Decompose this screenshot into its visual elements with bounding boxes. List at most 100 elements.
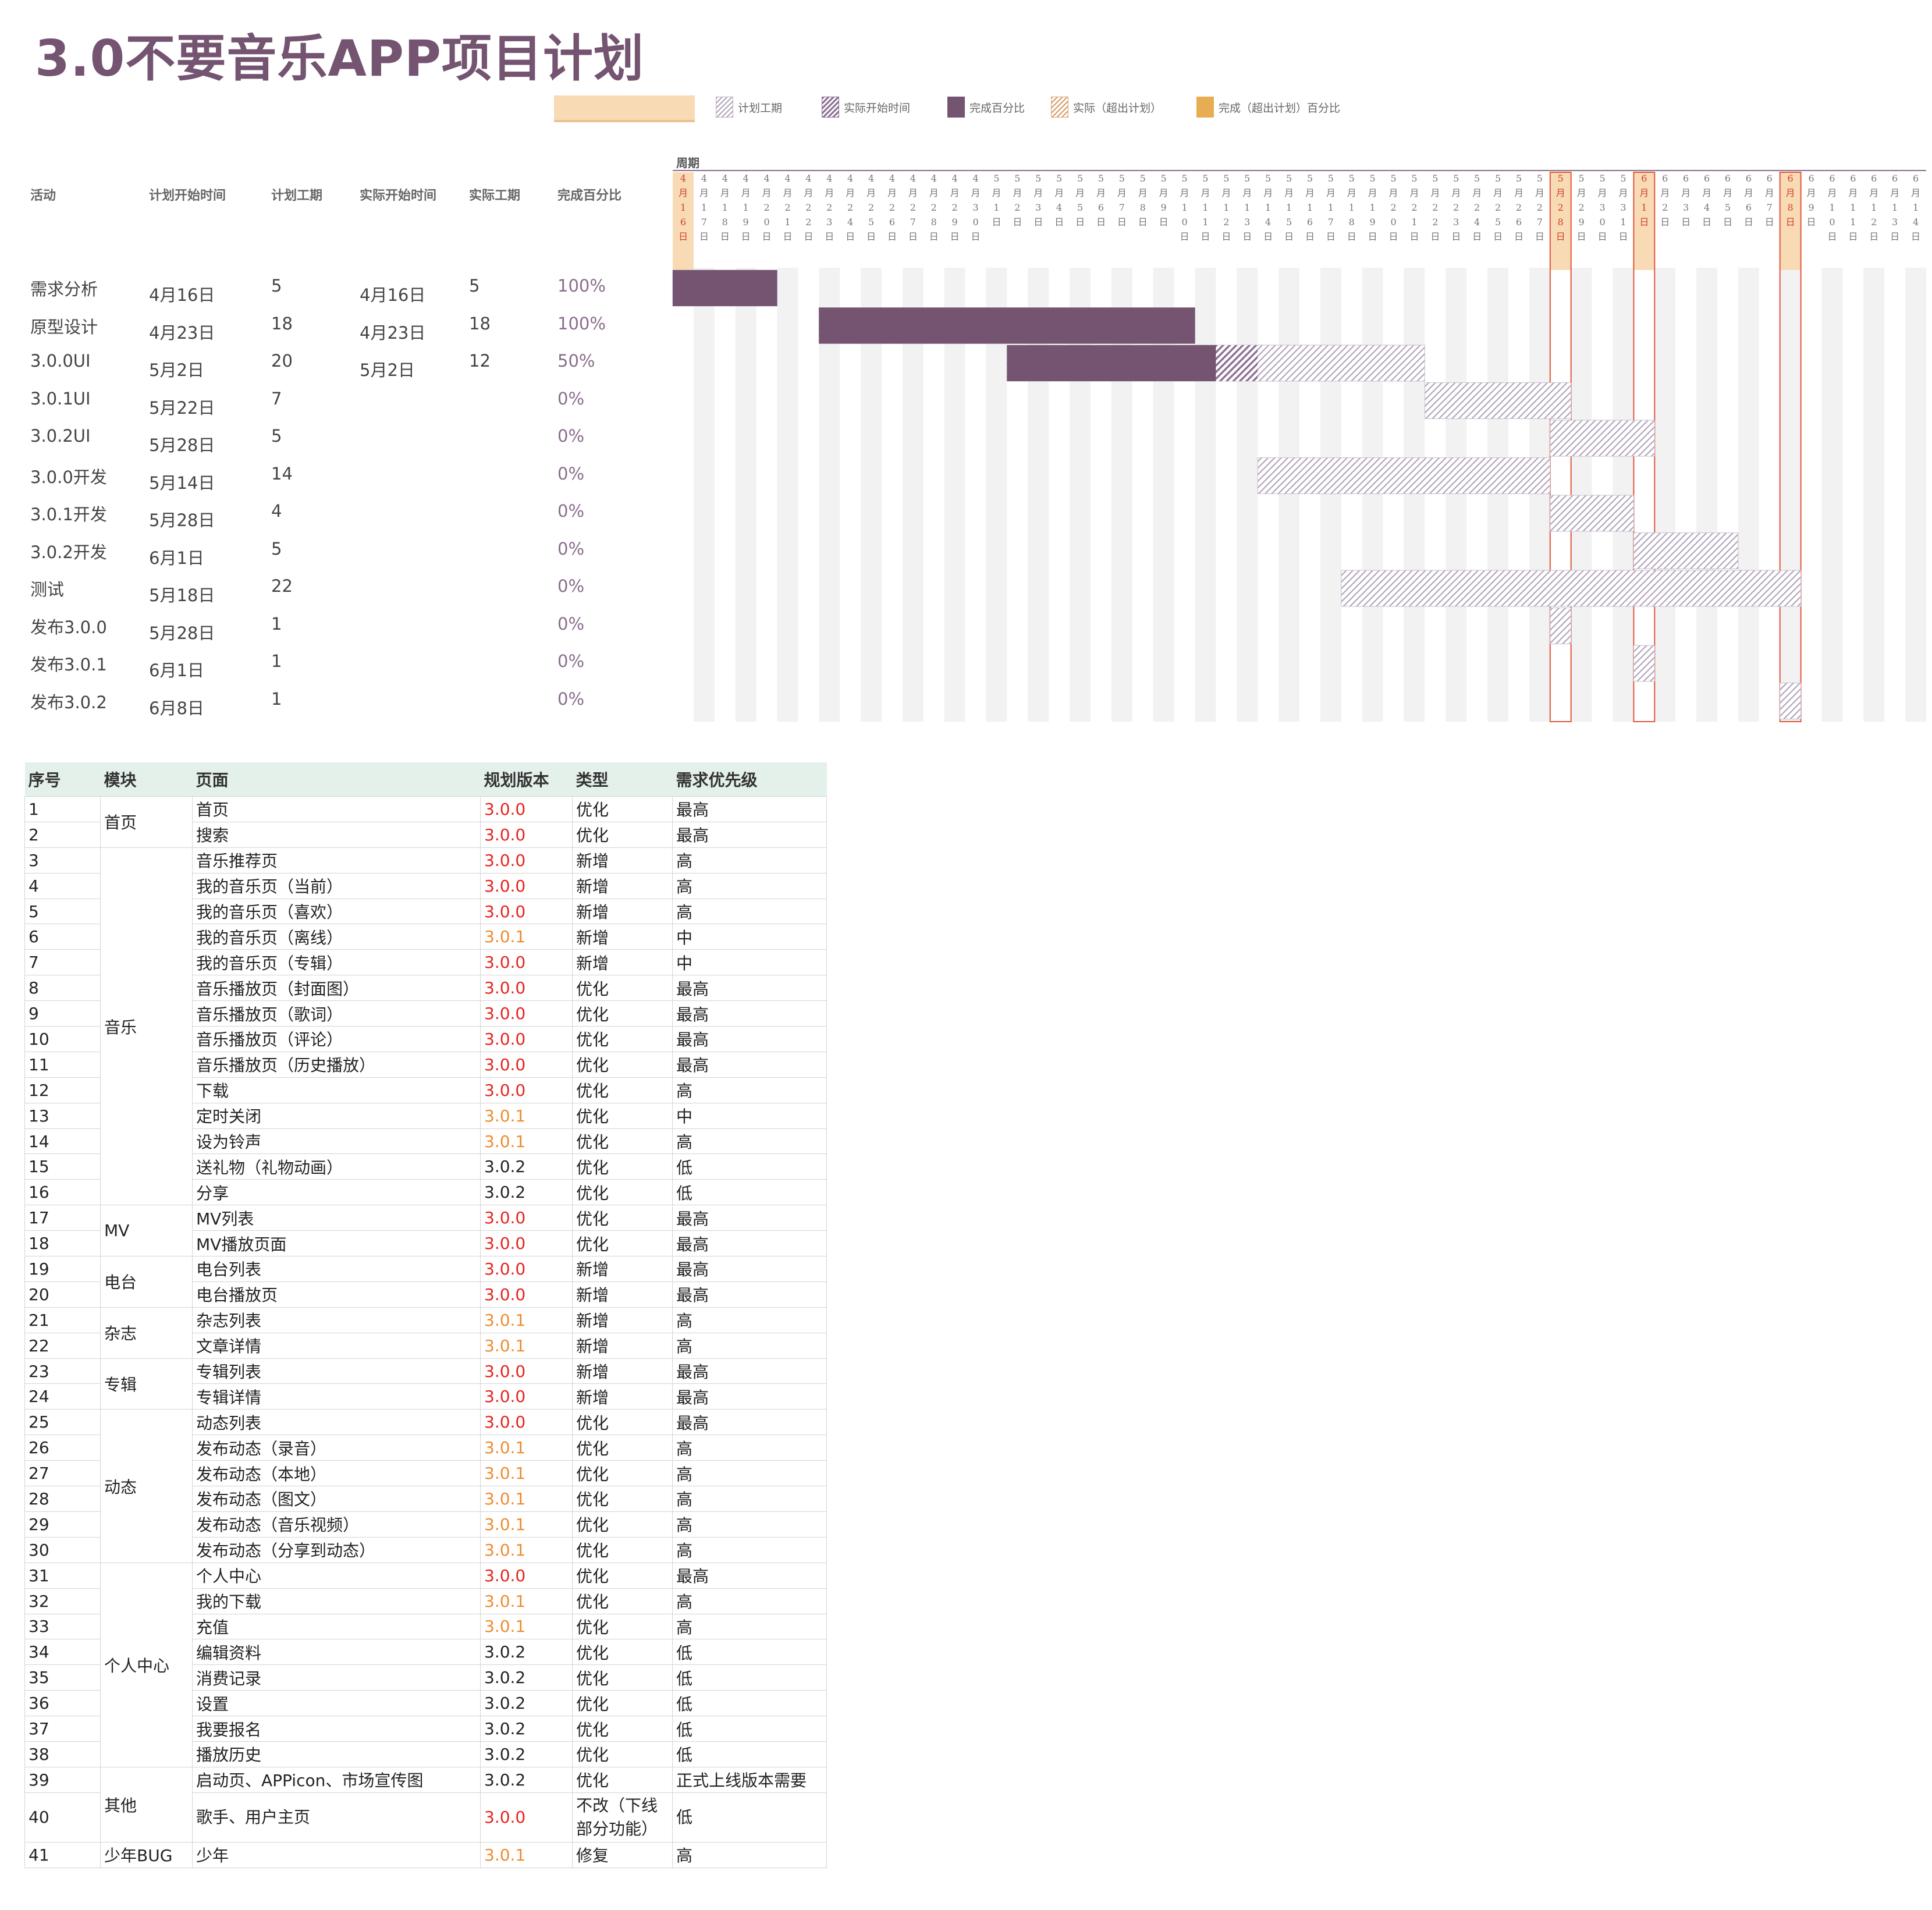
activity-cell-percent: 0% <box>557 613 585 634</box>
table-row: 10 音乐播放页（评论） 3.0.0 优化 最高 <box>24 1026 827 1052</box>
gantt-day-stripe <box>1905 268 1926 722</box>
activity-row: 3.0.2UI 5月28日 5 0% <box>0 421 669 459</box>
req-cell-priority: 最高 <box>672 1563 827 1589</box>
legend-item-actual: 实际开始时间 <box>822 97 910 118</box>
activity-cell-actual-duration: 12 <box>469 351 491 371</box>
table-row: 14 设为铃声 3.0.1 优化高 <box>24 1128 827 1155</box>
activity-cell-name: 3.0.0UI <box>30 351 91 371</box>
header-actual-start: 实际开始时间 <box>360 189 437 203</box>
req-cell-priority: 中 <box>672 949 827 976</box>
req-cell-type: 优化 <box>572 1435 673 1461</box>
req-cell-version: 3.0.1 <box>480 1103 573 1129</box>
req-cell-no: 18 <box>24 1230 101 1257</box>
req-cell-version: 3.0.0 <box>480 1383 573 1410</box>
activity-cell-plan-start: 5月28日 <box>149 510 215 530</box>
table-row: 24 专辑详情 3.0.0 新增 最高 <box>24 1383 827 1410</box>
req-cell-priority: 最高 <box>672 1230 827 1257</box>
req-cell-type: 优化 <box>572 975 673 1002</box>
activity-cell-plan-start: 5月22日 <box>149 397 215 418</box>
req-cell-type: 新增 <box>572 1383 673 1410</box>
gantt-day-stripe <box>1362 268 1383 722</box>
legend-label-actual: 实际开始时间 <box>844 101 911 115</box>
req-cell-no: 19 <box>24 1256 101 1282</box>
table-row: 15 送礼物（礼物动画） 3.0.2 优化低 <box>24 1153 827 1180</box>
table-row: 12 下载 3.0.0 优化高 <box>24 1077 827 1103</box>
req-cell-version: 3.0.1 <box>480 1842 573 1868</box>
req-cell-type: 优化 <box>572 1230 673 1257</box>
req-cell-version: 3.0.1 <box>480 1307 573 1333</box>
req-cell-page: MV列表 <box>192 1205 481 1231</box>
req-cell-page: 专辑列表 <box>192 1358 481 1384</box>
req-cell-priority: 最高 <box>672 1026 827 1052</box>
req-cell-no: 22 <box>24 1333 101 1359</box>
table-row: 41 少年BUG 少年 3.0.1 修复高 <box>24 1842 827 1868</box>
req-cell-no: 25 <box>24 1409 101 1436</box>
req-cell-no: 32 <box>24 1588 101 1614</box>
req-cell-module: 音乐 <box>100 847 193 1206</box>
activity-row: 需求分析 4月16日 5 4月16日 5 100% <box>0 271 669 308</box>
req-header-2: 页面 <box>192 762 481 797</box>
req-cell-type: 优化 <box>572 1103 673 1129</box>
req-cell-priority: 高 <box>672 1588 827 1614</box>
req-cell-version: 3.0.0 <box>480 1205 573 1231</box>
req-cell-no: 2 <box>24 822 101 848</box>
req-cell-no: 39 <box>24 1767 101 1793</box>
req-cell-priority: 低 <box>672 1690 827 1717</box>
table-row: 27 发布动态（本地） 3.0.1 优化高 <box>24 1460 827 1487</box>
activity-cell-percent: 0% <box>557 688 585 709</box>
req-cell-version: 3.0.0 <box>480 1000 573 1027</box>
req-cell-version: 3.0.0 <box>480 1409 573 1436</box>
req-cell-type: 优化 <box>572 1205 673 1231</box>
req-cell-no: 24 <box>24 1383 101 1410</box>
req-cell-version: 3.0.0 <box>480 1358 573 1384</box>
req-cell-priority: 高 <box>672 1077 827 1103</box>
req-cell-page: 设为铃声 <box>192 1128 481 1155</box>
req-cell-type: 新增 <box>572 949 673 976</box>
req-cell-version: 3.0.1 <box>480 1333 573 1359</box>
page-title: 3.0不要音乐APP项目计划 <box>35 30 644 88</box>
gantt-day-stripe <box>1487 268 1508 722</box>
activity-cell-name: 发布3.0.1 <box>30 655 107 674</box>
req-cell-priority: 高 <box>672 1307 827 1333</box>
legend-highlight-bar <box>554 95 695 122</box>
gantt-day-stripe <box>1571 268 1592 722</box>
header-plan-start: 计划开始时间 <box>149 189 226 203</box>
req-cell-version: 3.0.1 <box>480 924 573 950</box>
req-cell-no: 13 <box>24 1103 101 1129</box>
req-cell-version: 3.0.0 <box>480 975 573 1002</box>
req-cell-page: 音乐推荐页 <box>192 847 481 874</box>
req-cell-priority: 高 <box>672 899 827 925</box>
activity-cell-percent: 0% <box>557 388 585 409</box>
table-row: 18 MV播放页面 3.0.0 优化 最高 <box>24 1230 827 1257</box>
plan-bar <box>1780 683 1802 719</box>
header-percent: 完成百分比 <box>557 189 622 203</box>
activity-cell-plan-duration: 5 <box>271 276 282 296</box>
req-cell-page: 充值 <box>192 1614 481 1640</box>
activity-row: 3.0.1开发 5月28日 4 0% <box>0 496 669 534</box>
gantt-day-stripe <box>777 268 798 722</box>
req-cell-no: 41 <box>24 1842 101 1868</box>
gantt-chart: 4 月 1 6 日 4 月 1 7 日 4 月 1 8 日 4 月 1 9 日 4 月 2 0 日 4 月 2 1 日 4 月 2 2 日 4 月 2 3 日… <box>672 170 1926 722</box>
req-cell-priority: 最高 <box>672 1256 827 1282</box>
req-cell-priority: 低 <box>672 1153 827 1180</box>
table-row: 4 我的音乐页（当前） 3.0.0 新增高 <box>24 873 827 899</box>
table-row: 35 消费记录 3.0.2 优化低 <box>24 1664 827 1691</box>
activity-cell-name: 3.0.1UI <box>30 388 91 409</box>
req-cell-type: 优化 <box>572 1026 673 1052</box>
req-cell-page: 消费记录 <box>192 1664 481 1691</box>
gantt-day-stripe <box>1404 268 1425 722</box>
req-cell-type: 优化 <box>572 1614 673 1640</box>
